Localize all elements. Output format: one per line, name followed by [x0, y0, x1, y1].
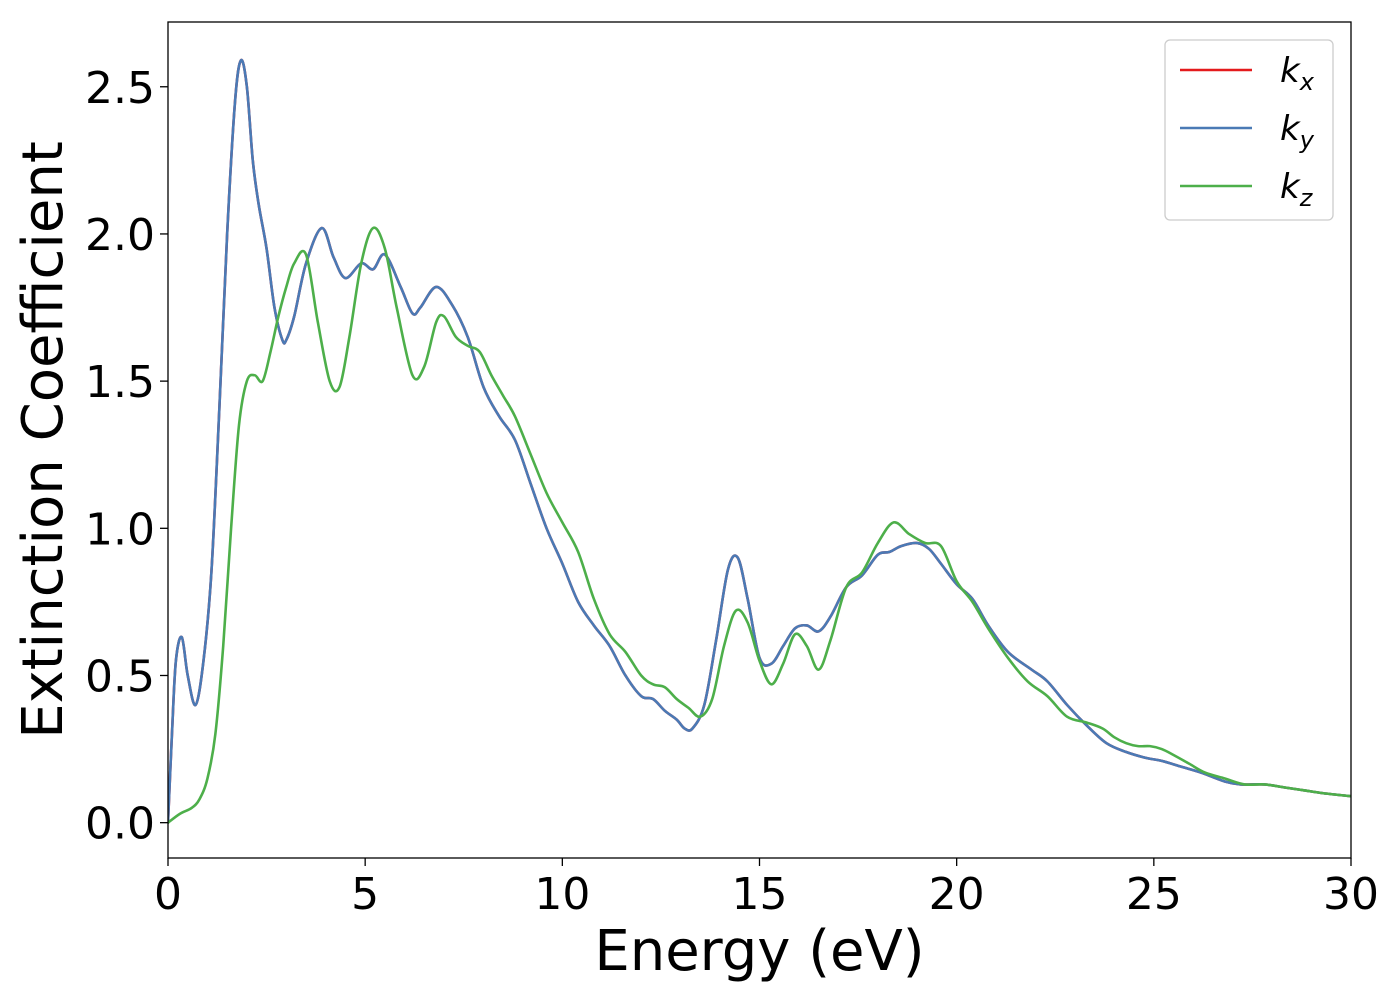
- y-tick-label: 1.0: [85, 504, 155, 555]
- y-tick-label: 2.0: [85, 210, 155, 261]
- legend-label-z: kz: [1280, 167, 1314, 212]
- legend-label-subscript: x: [1299, 68, 1315, 96]
- legend-label-x: kx: [1280, 51, 1315, 96]
- y-tick-label: 2.5: [85, 63, 155, 114]
- legend-box: [1164, 39, 1334, 221]
- x-tick-label: 25: [1126, 869, 1182, 920]
- x-axis-label: Energy (eV): [594, 919, 924, 984]
- legend-label-main: k: [1280, 109, 1301, 149]
- legend-label-subscript: z: [1299, 184, 1314, 212]
- legend-label-subscript: y: [1299, 126, 1315, 154]
- legend-label-y: ky: [1280, 109, 1315, 154]
- x-tick-label: 15: [732, 869, 788, 920]
- y-tick-label: 0.5: [85, 651, 155, 702]
- x-tick-label: 20: [929, 869, 985, 920]
- series-line-y: [168, 58, 1351, 824]
- series-line-z: [168, 226, 1351, 824]
- x-tick-label: 0: [154, 869, 182, 920]
- axes-layer: 0 5 10 15 20 25 30 0.0 0.5 1.0 1.5 2.0 2.5 Energy (eV…: [11, 21, 1379, 984]
- legend-label-main: k: [1280, 51, 1301, 91]
- series-layer: [168, 58, 1351, 824]
- x-tick-label: 10: [534, 869, 590, 920]
- y-tick-label: 0.0: [85, 799, 155, 850]
- x-tick-label: 5: [351, 869, 379, 920]
- y-axis-label: Extinction Coefficient: [11, 141, 76, 739]
- y-tick-label: 1.5: [85, 357, 155, 408]
- x-tick-label: 30: [1323, 869, 1379, 920]
- legend-label-main: k: [1280, 167, 1301, 207]
